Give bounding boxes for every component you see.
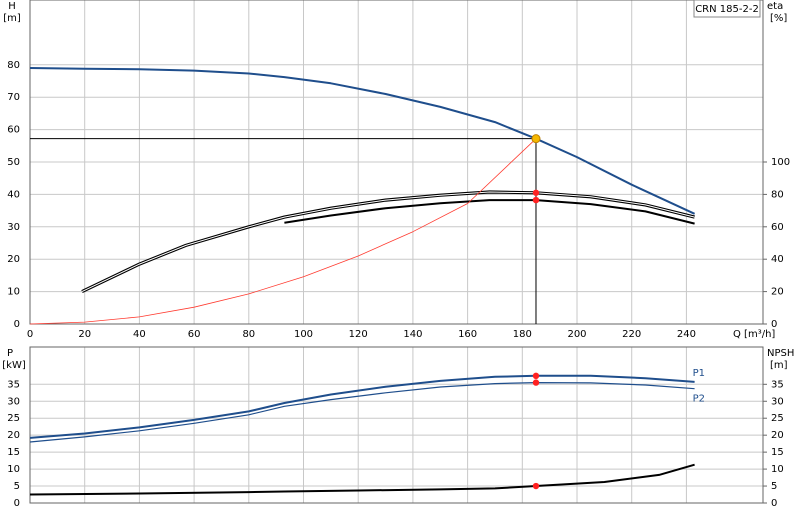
x-tick-label: 100 bbox=[294, 329, 313, 340]
y-tick-label: 50 bbox=[7, 157, 20, 168]
y-axis-label: H bbox=[8, 1, 16, 12]
point bbox=[532, 482, 540, 490]
y2-tick-label: 100 bbox=[771, 157, 790, 168]
y2-tick-label: 20 bbox=[771, 287, 784, 298]
curve bbox=[29, 463, 695, 496]
plot-frame bbox=[29, 346, 764, 504]
y2-axis-label: eta bbox=[767, 1, 783, 12]
x-tick-label: 180 bbox=[513, 329, 532, 340]
title-box bbox=[693, 0, 761, 18]
y2-tick-label: 0 bbox=[771, 498, 777, 509]
point bbox=[532, 372, 540, 380]
y2-tick-label: 40 bbox=[771, 254, 784, 265]
y-tick-label: 70 bbox=[7, 92, 20, 103]
y2-tick-label: 0 bbox=[771, 319, 777, 330]
y2-tick-label: 60 bbox=[771, 222, 784, 233]
y2-axis-label: NPSH bbox=[767, 348, 794, 359]
y2-tick-label: 15 bbox=[771, 447, 784, 458]
y2-axis-unit: [%] bbox=[770, 13, 787, 24]
y-tick-label: 20 bbox=[7, 254, 20, 265]
point bbox=[532, 189, 540, 196]
x-tick-label: 220 bbox=[622, 329, 641, 340]
chart-title: CRN 185-2-2 bbox=[695, 4, 759, 15]
y2-tick-label: 80 bbox=[771, 189, 784, 200]
series-label: P2 bbox=[693, 394, 705, 405]
y-axis-unit: [m] bbox=[3, 13, 21, 24]
x-tick-label: 120 bbox=[349, 329, 368, 340]
x-tick-label: 60 bbox=[188, 329, 201, 340]
y-tick-label: 5 bbox=[14, 481, 20, 492]
y-tick-label: 25 bbox=[7, 413, 20, 424]
y-tick-label: 30 bbox=[7, 222, 20, 233]
curve-inner bbox=[81, 191, 695, 293]
plot-frame bbox=[29, 0, 764, 325]
curve bbox=[81, 190, 695, 294]
y-axis-unit: [kW] bbox=[2, 360, 26, 371]
x-tick-label: 20 bbox=[78, 329, 91, 340]
x-tick-label: 0 bbox=[27, 329, 33, 340]
y-tick-label: 30 bbox=[7, 396, 20, 407]
point bbox=[532, 196, 540, 204]
y-axis-label: P bbox=[7, 348, 13, 359]
y-tick-label: 0 bbox=[14, 498, 20, 509]
y2-tick-label: 25 bbox=[771, 413, 784, 424]
y-tick-label: 0 bbox=[14, 319, 20, 330]
x-axis-label: Q [m³/h] bbox=[733, 329, 775, 340]
x-tick-label: 200 bbox=[567, 329, 586, 340]
y-tick-label: 10 bbox=[7, 464, 20, 475]
y-tick-label: 35 bbox=[7, 379, 20, 390]
x-tick-label: 160 bbox=[458, 329, 477, 340]
y2-tick-label: 30 bbox=[771, 396, 784, 407]
curve bbox=[29, 382, 695, 443]
point bbox=[531, 134, 541, 144]
y-tick-label: 10 bbox=[7, 287, 20, 298]
y2-tick-label: 35 bbox=[771, 379, 784, 390]
curve bbox=[29, 138, 537, 325]
y-tick-label: 15 bbox=[7, 447, 20, 458]
y2-tick-label: 10 bbox=[771, 464, 784, 475]
y-tick-label: 40 bbox=[7, 189, 20, 200]
y-tick-label: 60 bbox=[7, 125, 20, 136]
y-tick-label: 80 bbox=[7, 60, 20, 71]
x-tick-label: 140 bbox=[403, 329, 422, 340]
y2-tick-label: 20 bbox=[771, 430, 784, 441]
y-tick-label: 20 bbox=[7, 430, 20, 441]
curve bbox=[29, 374, 695, 439]
x-tick-label: 40 bbox=[133, 329, 146, 340]
x-tick-label: 80 bbox=[242, 329, 255, 340]
series-label: P1 bbox=[693, 368, 705, 379]
y2-tick-label: 5 bbox=[771, 481, 777, 492]
point bbox=[532, 379, 540, 386]
curve bbox=[29, 67, 696, 215]
x-tick-label: 240 bbox=[677, 329, 696, 340]
curve bbox=[284, 199, 695, 225]
y2-axis-unit: [m] bbox=[770, 360, 788, 371]
